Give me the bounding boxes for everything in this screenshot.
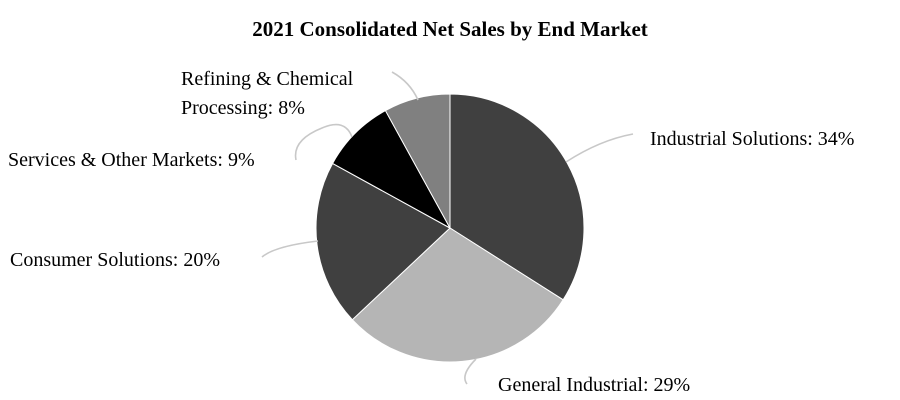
chart-title: 2021 Consolidated Net Sales by End Marke… [252, 17, 648, 41]
slice-label-refining-chemical-line1: Refining & Chemical [181, 68, 354, 90]
pie-slices [315, 93, 585, 363]
slice-label-consumer-solutions: Consumer Solutions: 20% [10, 249, 220, 271]
leader-line-refining-chemical [391, 71, 419, 101]
leader-line-general-industrial [464, 358, 477, 385]
leader-line-consumer-solutions [261, 240, 319, 258]
pie-slice-consumer-solutions [315, 162, 451, 321]
pie-slice-industrial-solutions [449, 93, 585, 301]
slice-label-services-other: Services & Other Markets: 9% [8, 149, 255, 171]
pie-slice-general-industrial [351, 227, 564, 363]
leader-line-services-other [294, 123, 353, 161]
slice-label-general-industrial: General Industrial: 29% [498, 374, 690, 396]
slice-label-refining-chemical-line2: Processing: 8% [181, 97, 305, 119]
leader-line-industrial-solutions [565, 133, 634, 163]
slice-label-industrial-solutions: Industrial Solutions: 34% [650, 128, 854, 150]
leader-lines [261, 71, 634, 385]
